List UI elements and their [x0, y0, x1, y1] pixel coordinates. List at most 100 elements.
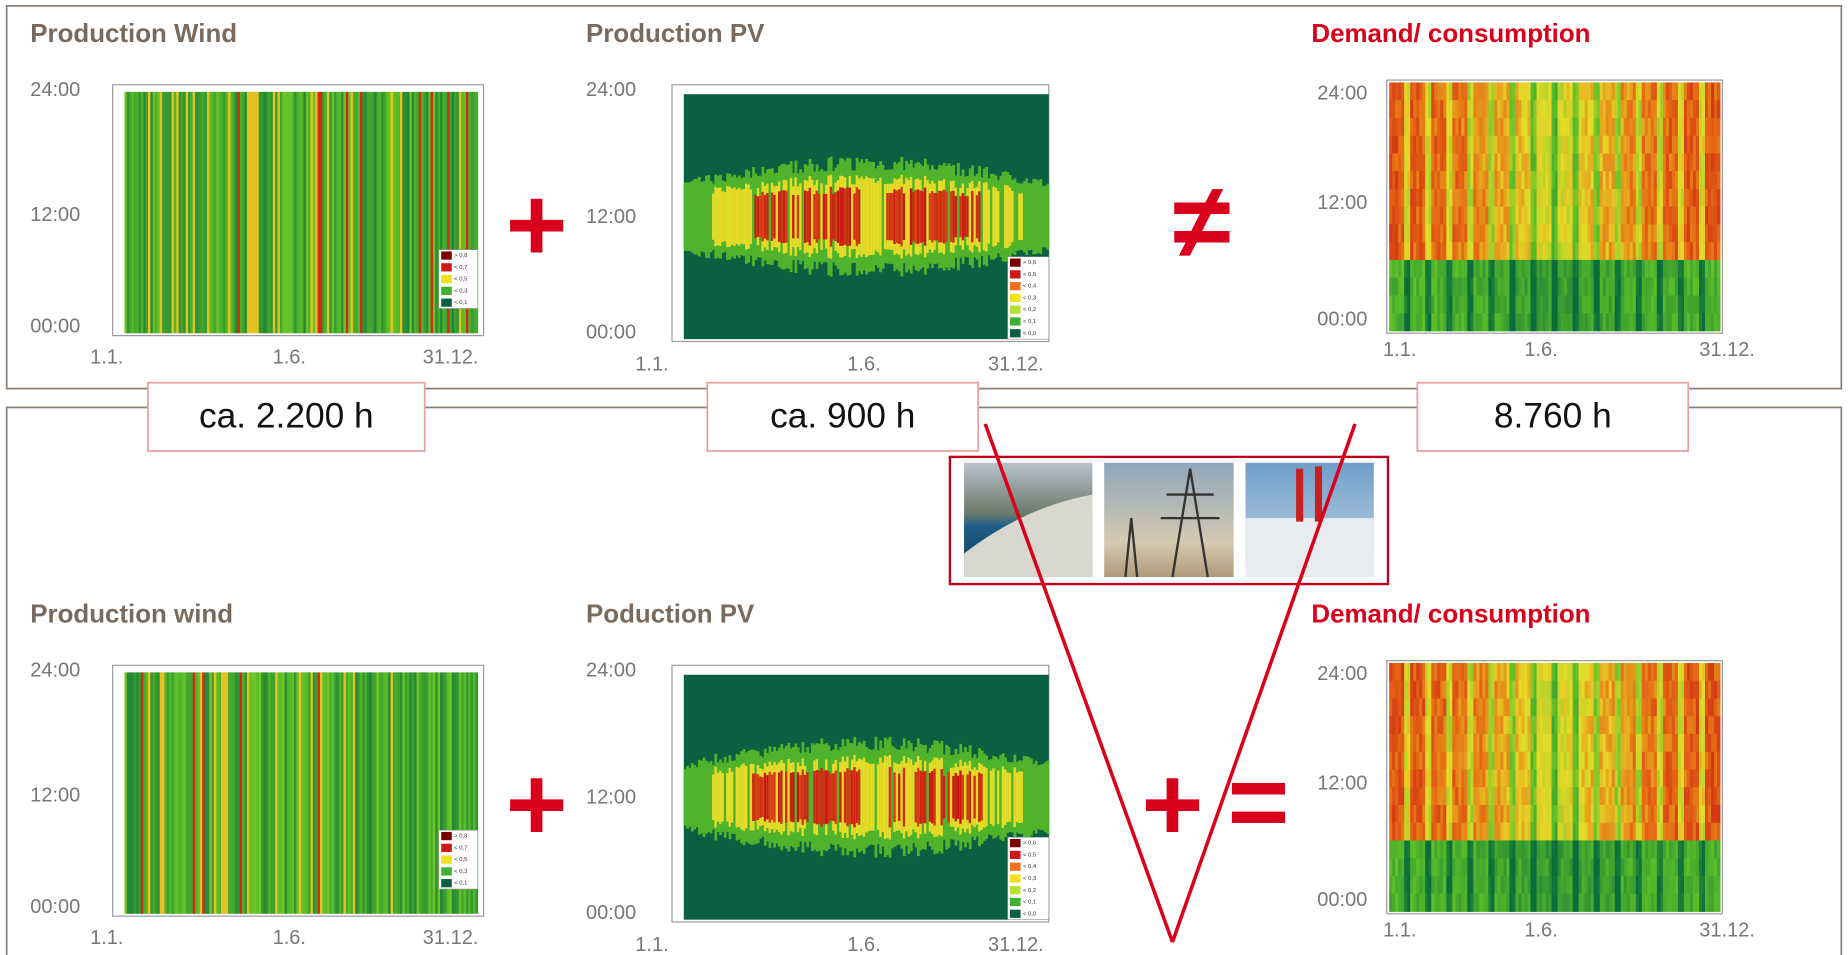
- heat-cell: [1693, 313, 1696, 331]
- heat-cell: [1702, 858, 1705, 876]
- heat-cell: [1521, 858, 1524, 876]
- heat-cell: [1452, 260, 1455, 278]
- heat-cell: [1506, 805, 1509, 823]
- heat-cell: [1497, 224, 1500, 242]
- heat-cell: [1389, 100, 1392, 118]
- heat-cell: [1672, 171, 1675, 189]
- heat-cell: [1512, 876, 1515, 894]
- heat-cell: [1413, 858, 1416, 876]
- heat-cell: [1515, 698, 1518, 716]
- y-axis-label: 00:00: [586, 322, 636, 344]
- heat-cell: [1612, 295, 1615, 313]
- heat-cell: [1416, 823, 1419, 841]
- heat-cell: [1651, 769, 1654, 787]
- heat-cell: [1714, 840, 1717, 858]
- heat-cell: [1416, 82, 1419, 100]
- heat-cell: [1440, 769, 1443, 787]
- heat-cell: [1633, 840, 1636, 858]
- heat-cell: [1564, 876, 1567, 894]
- heat-cell: [1410, 207, 1413, 225]
- heat-cell: [1702, 734, 1705, 752]
- heat-cell: [1452, 242, 1455, 260]
- heat-cell: [1558, 295, 1561, 313]
- heat-cell: [1458, 787, 1461, 805]
- heat-cell: [1422, 313, 1425, 331]
- heat-cell: [1428, 313, 1431, 331]
- heat-cell: [1585, 313, 1588, 331]
- heat-cell: [1425, 734, 1428, 752]
- heat-cell: [1407, 153, 1410, 171]
- heat-cell: [1503, 171, 1506, 189]
- heat-cell: [1515, 207, 1518, 225]
- heat-cell: [1600, 663, 1603, 681]
- heat-cell: [1594, 242, 1597, 260]
- heat-cell: [1467, 823, 1470, 841]
- heat-cell: [1461, 840, 1464, 858]
- heat-cell: [1401, 787, 1404, 805]
- heat-cell: [1564, 153, 1567, 171]
- y-axis-label: 12:00: [586, 206, 636, 228]
- heat-cell: [1392, 260, 1395, 278]
- heat-cell: [1621, 189, 1624, 207]
- heat-cell: [1663, 295, 1666, 313]
- heat-cell: [1579, 823, 1582, 841]
- heat-cell: [1705, 663, 1708, 681]
- heat-cell: [1425, 153, 1428, 171]
- heat-cell: [1512, 136, 1515, 154]
- heat-cell: [1618, 313, 1621, 331]
- heat-cell: [1627, 153, 1630, 171]
- heat-cell: [1549, 118, 1552, 136]
- heat-cell: [1600, 681, 1603, 699]
- heat-cell: [1392, 118, 1395, 136]
- heat-cell: [1494, 663, 1497, 681]
- heat-cell: [1534, 840, 1537, 858]
- heat-cell: [1413, 242, 1416, 260]
- heat-cell: [1473, 171, 1476, 189]
- heat-cell: [1458, 207, 1461, 225]
- heat-cell: [1672, 153, 1675, 171]
- heat-cell: [1555, 82, 1558, 100]
- heat-cell: [1651, 313, 1654, 331]
- heat-cell: [1440, 894, 1443, 912]
- heat-cell: [1473, 313, 1476, 331]
- heat-cell: [1521, 681, 1524, 699]
- heat-cell: [1440, 242, 1443, 260]
- heat-cell: [1437, 224, 1440, 242]
- heat-cell: [1416, 876, 1419, 894]
- heat-cell: [1603, 82, 1606, 100]
- heat-cell: [1645, 681, 1648, 699]
- heat-cell: [1639, 716, 1642, 734]
- heat-cell: [1627, 278, 1630, 296]
- heat-cell: [1422, 100, 1425, 118]
- heat-cell: [1461, 100, 1464, 118]
- heat-cell: [1564, 698, 1567, 716]
- heat-cell: [1422, 136, 1425, 154]
- heat-cell: [1714, 118, 1717, 136]
- heat-cell: [1440, 681, 1443, 699]
- heat-cell: [1627, 716, 1630, 734]
- heat-cell: [1669, 224, 1672, 242]
- heat-cell: [1543, 752, 1546, 770]
- heat-cell: [1494, 769, 1497, 787]
- heat-cell: [1609, 716, 1612, 734]
- operator: ≠: [1173, 163, 1231, 281]
- heat-cell: [1413, 716, 1416, 734]
- heat-cell: [1651, 278, 1654, 296]
- heat-cell: [1452, 189, 1455, 207]
- heat-cell: [1588, 100, 1591, 118]
- heat-cell: [1488, 840, 1491, 858]
- heat-cell: [1515, 82, 1518, 100]
- heat-cell: [1425, 278, 1428, 296]
- heat-cell: [1702, 171, 1705, 189]
- heat-cell: [1585, 82, 1588, 100]
- heat-cell: [1515, 823, 1518, 841]
- heat-cell: [1543, 242, 1546, 260]
- heat-cell: [1612, 787, 1615, 805]
- heat-cell: [1696, 787, 1699, 805]
- heat-cell: [1708, 858, 1711, 876]
- heat-cell: [1398, 663, 1401, 681]
- heat-cell: [1395, 171, 1398, 189]
- heat-cell: [1404, 681, 1407, 699]
- heat-cell: [1600, 876, 1603, 894]
- heat-cell: [1594, 295, 1597, 313]
